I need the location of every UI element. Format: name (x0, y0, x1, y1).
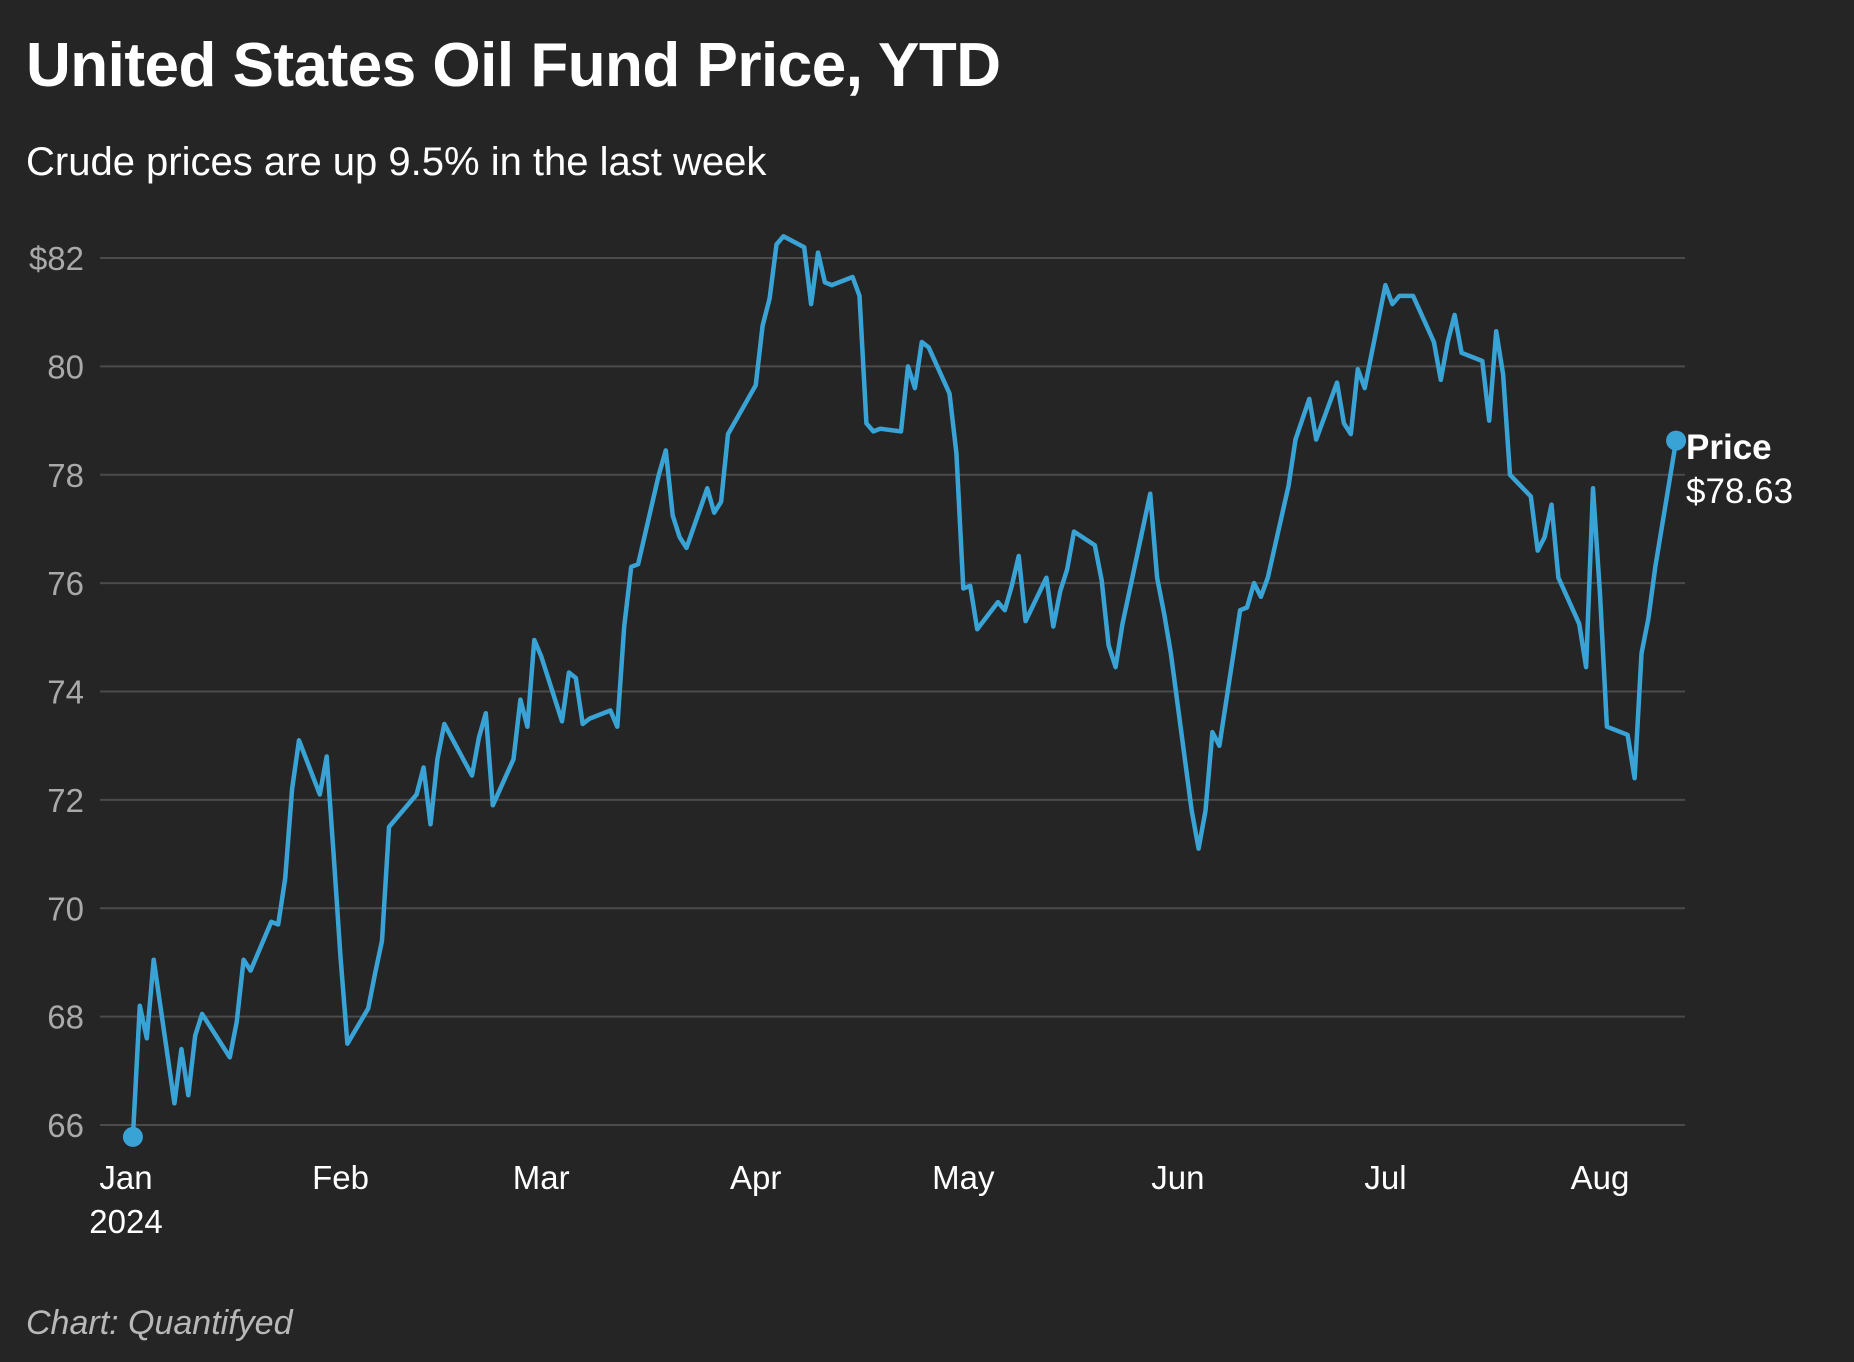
gridlines (100, 257, 1685, 1126)
x-tick-label: May (932, 1159, 995, 1196)
end-annotation: Price $78.63 (1686, 428, 1793, 511)
y-tick-label: 78 (47, 457, 84, 494)
x-tick-label: Jan (99, 1159, 152, 1196)
y-tick-label: 74 (47, 674, 84, 711)
y-tick-label: 80 (47, 348, 84, 385)
x-tick-label: Feb (312, 1159, 369, 1196)
x-tick-label: Apr (730, 1159, 781, 1196)
chart-subtitle: Crude prices are up 9.5% in the last wee… (26, 140, 767, 184)
x-axis-ticks: Jan 2024 Feb Mar Apr May Jun Jul Aug (89, 1159, 1629, 1240)
y-tick-label: 76 (47, 565, 84, 602)
y-tick-label: 66 (47, 1107, 84, 1144)
start-point-marker (122, 1126, 143, 1147)
x-tick-label: Mar (513, 1159, 570, 1196)
y-tick-label: $82 (29, 240, 84, 277)
series-line-price (130, 234, 1679, 1140)
y-axis-ticks: $82 80 78 76 74 72 70 68 66 (29, 240, 84, 1144)
series-layer (122, 234, 1687, 1147)
y-tick-label: 70 (47, 890, 84, 927)
chart-title: United States Oil Fund Price, YTD (26, 31, 1001, 100)
x-tick-sublabel: 2024 (89, 1203, 162, 1240)
end-point-marker (1666, 430, 1687, 451)
y-tick-label: 72 (47, 782, 84, 819)
chart-source: Chart: Quantifyed (26, 1304, 293, 1342)
y-tick-label: 68 (47, 999, 84, 1036)
x-tick-label: Jul (1364, 1159, 1406, 1196)
x-tick-label: Aug (1571, 1159, 1630, 1196)
end-label-name: Price (1686, 428, 1772, 467)
end-label-value: $78.63 (1686, 472, 1793, 511)
x-tick-label: Jun (1151, 1159, 1204, 1196)
